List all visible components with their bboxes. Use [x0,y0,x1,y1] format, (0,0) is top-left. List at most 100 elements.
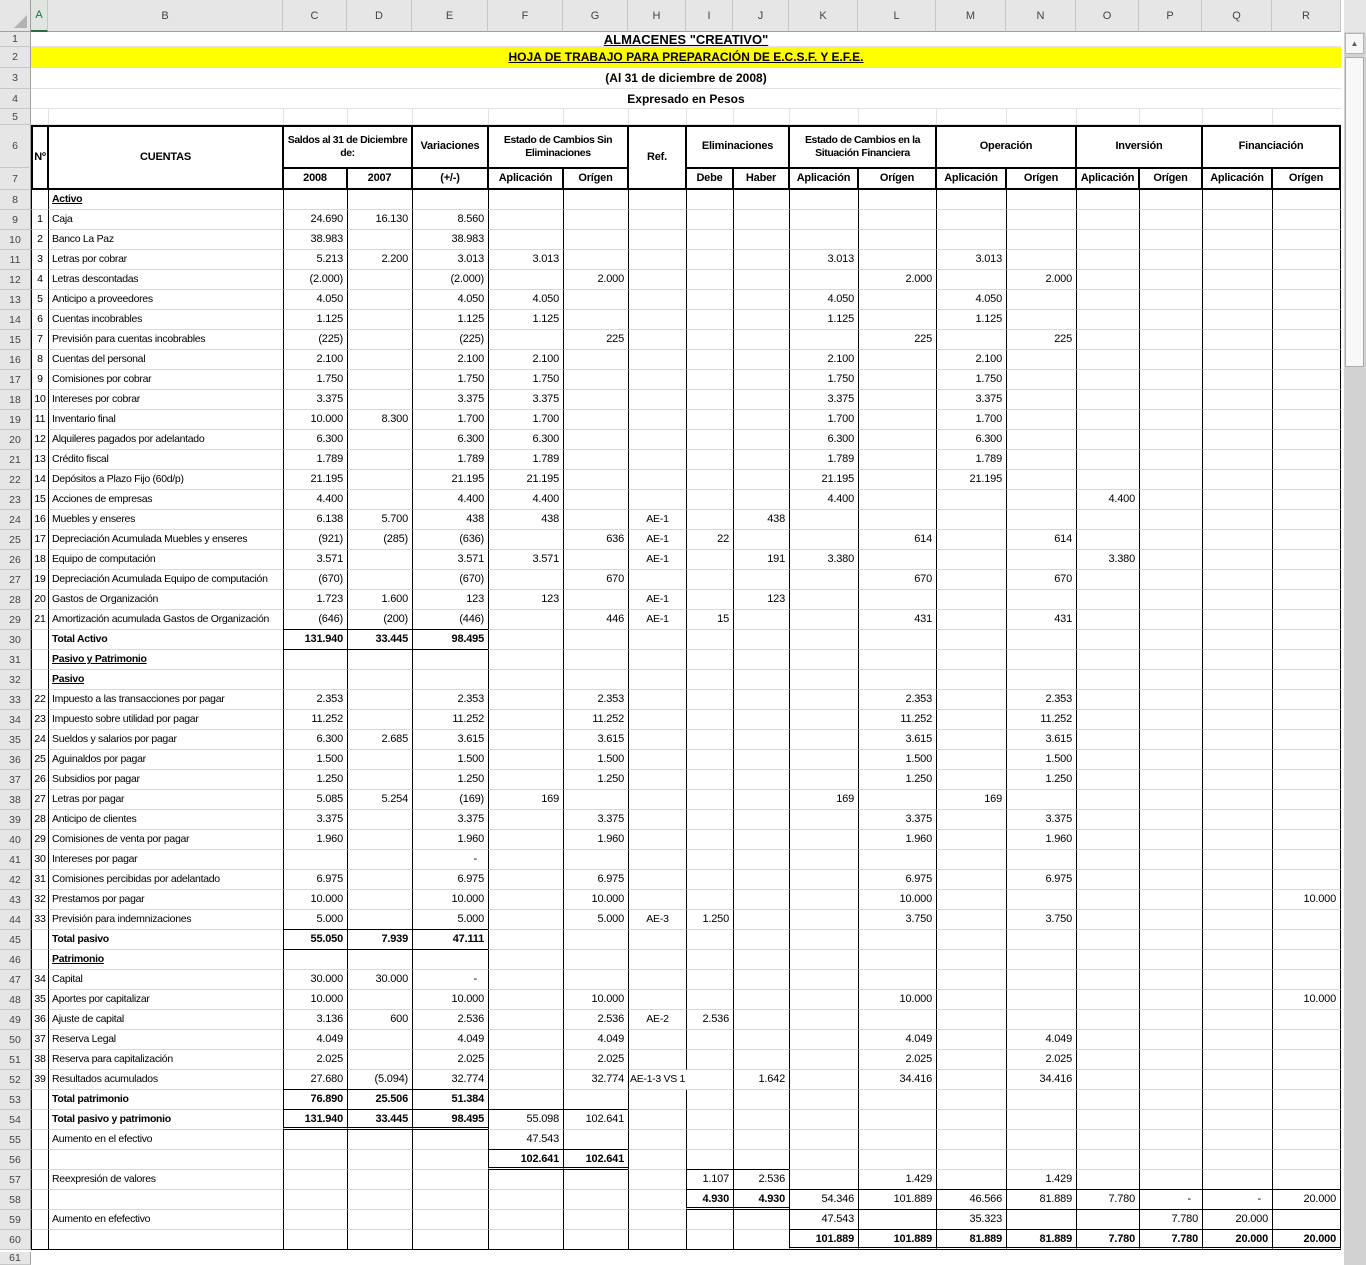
col-header-E[interactable]: E [412,0,488,32]
cell-O29[interactable] [1076,610,1139,630]
cell-N49[interactable] [1006,1010,1076,1030]
cell-J43[interactable] [733,890,789,910]
cell-H46[interactable] [628,950,686,970]
cell-R30[interactable] [1272,630,1341,650]
cell-J53[interactable] [733,1090,789,1110]
cell-B54[interactable]: Total pasivo y patrimonio [48,1110,283,1130]
cell-G12[interactable]: 2.000 [563,270,628,290]
scrollbar-thumb[interactable] [1345,57,1364,367]
cell-L37[interactable]: 1.250 [858,770,936,790]
cell-D60[interactable] [347,1230,412,1250]
cell-D37[interactable] [347,770,412,790]
cell-Q11[interactable] [1202,250,1272,270]
cell-L20[interactable] [858,430,936,450]
cell-O21[interactable] [1076,450,1139,470]
cell-L32[interactable] [858,670,936,690]
cell-C48[interactable]: 10.000 [283,990,347,1010]
cell-D9[interactable]: 16.130 [347,210,412,230]
cell-F60[interactable] [488,1230,563,1250]
cell-L38[interactable] [858,790,936,810]
cell-I17[interactable] [686,370,733,390]
col-header-K[interactable]: K [789,0,858,32]
cell-N32[interactable] [1006,670,1076,690]
cell-C30[interactable]: 131.940 [283,630,347,650]
row-header-35[interactable]: 35 [0,730,31,750]
cell-B23[interactable]: Acciones de empresas [48,490,283,510]
cell-D8[interactable] [347,190,412,210]
cell-O8[interactable] [1076,190,1139,210]
header-sub-inversion-orígen[interactable]: Orígen [1139,168,1202,190]
cell-C12[interactable]: (2.000) [283,270,347,290]
cell-K14[interactable]: 1.125 [789,310,858,330]
col-header-G[interactable]: G [563,0,628,32]
cell-R49[interactable] [1272,1010,1341,1030]
cell-I45[interactable] [686,930,733,950]
cell-N20[interactable] [1006,430,1076,450]
cell-D14[interactable] [347,310,412,330]
cell-K32[interactable] [789,670,858,690]
cell-D26[interactable] [347,550,412,570]
cell-Q37[interactable] [1202,770,1272,790]
cell-K57[interactable] [789,1170,858,1190]
cell-R32[interactable] [1272,670,1341,690]
cell-B33[interactable]: Impuesto a las transacciones por pagar [48,690,283,710]
cell-B48[interactable]: Aportes por capitalizar [48,990,283,1010]
cell-M13[interactable]: 4.050 [936,290,1006,310]
cell-Q52[interactable] [1202,1070,1272,1090]
cell-A11[interactable]: 3 [31,250,48,270]
cell-M12[interactable] [936,270,1006,290]
cell-N31[interactable] [1006,650,1076,670]
cell-F34[interactable] [488,710,563,730]
cell-C40[interactable]: 1.960 [283,830,347,850]
cell-O34[interactable] [1076,710,1139,730]
cell-E42[interactable]: 6.975 [412,870,488,890]
cell-D47[interactable]: 30.000 [347,970,412,990]
cell-G52[interactable]: 32.774 [563,1070,628,1090]
cell-K41[interactable] [789,850,858,870]
cell-C39[interactable]: 3.375 [283,810,347,830]
row-header-12[interactable]: 12 [0,270,31,290]
row-header-61[interactable]: 61 [0,1252,31,1265]
cell-G30[interactable] [563,630,628,650]
cell-E38[interactable]: (169) [412,790,488,810]
cell-O33[interactable] [1076,690,1139,710]
cell-B26[interactable]: Equipo de computación [48,550,283,570]
cell-K15[interactable] [789,330,858,350]
cell-F59[interactable] [488,1210,563,1230]
cell-Q27[interactable] [1202,570,1272,590]
cell-J35[interactable] [733,730,789,750]
cell-M53[interactable] [936,1090,1006,1110]
cell-P15[interactable] [1139,330,1202,350]
header-group-cambios-situacion[interactable]: Estado de Cambios en la Situación Financ… [789,125,936,168]
cell-H31[interactable] [628,650,686,670]
cell-P38[interactable] [1139,790,1202,810]
cell-M21[interactable]: 1.789 [936,450,1006,470]
cell-R13[interactable] [1272,290,1341,310]
cell-M34[interactable] [936,710,1006,730]
cell-G29[interactable]: 446 [563,610,628,630]
cell-H34[interactable] [628,710,686,730]
cell-C46[interactable] [283,950,347,970]
cell-L46[interactable] [858,950,936,970]
cell-J16[interactable] [733,350,789,370]
cell-H51[interactable] [628,1050,686,1070]
header-sub-eliminaciones-debe[interactable]: Debe [686,168,733,190]
cell-C15[interactable]: (225) [283,330,347,350]
cell-Q45[interactable] [1202,930,1272,950]
cell-F20[interactable]: 6.300 [488,430,563,450]
cell-R18[interactable] [1272,390,1341,410]
cell-Q23[interactable] [1202,490,1272,510]
cell-B10[interactable]: Banco La Paz [48,230,283,250]
cell-A31[interactable] [31,650,48,670]
cell-A51[interactable]: 38 [31,1050,48,1070]
cell-Q35[interactable] [1202,730,1272,750]
cell-G17[interactable] [563,370,628,390]
cell-A39[interactable]: 28 [31,810,48,830]
cell-B59[interactable]: Aumento en efefectivo [48,1210,283,1230]
cell-Q49[interactable] [1202,1010,1272,1030]
row-header-13[interactable]: 13 [0,290,31,310]
cell-L30[interactable] [858,630,936,650]
cell-M9[interactable] [936,210,1006,230]
cell-O56[interactable] [1076,1150,1139,1170]
cell-M48[interactable] [936,990,1006,1010]
